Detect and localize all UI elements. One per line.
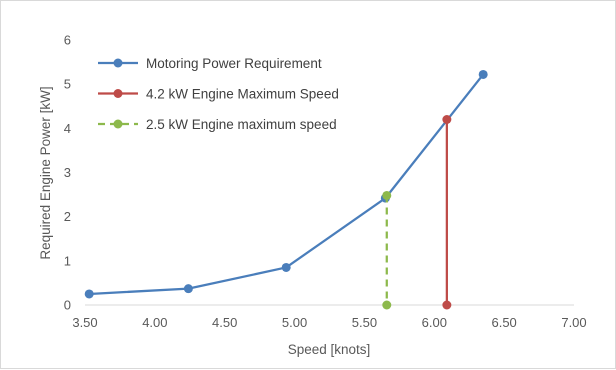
y-axis-title: Required Engine Power [kW] [38,86,53,259]
x-tick-label: 5.00 [282,315,307,330]
data-point [84,289,94,299]
legend-marker [113,58,123,68]
data-point [281,262,291,272]
data-point [382,300,392,310]
plot-group [84,69,488,310]
data-point [183,284,193,294]
series-line [89,73,485,296]
data-point [478,69,488,79]
x-tick-label: 6.50 [491,315,516,330]
data-point [442,300,452,310]
data-point [382,190,392,200]
data-point [442,115,452,124]
axes-group: 3.50 4.00 4.50 5.00 5.50 6.00 6.50 7.00 0 1 2 3 4 5 6 [64,33,587,331]
legend-marker [113,119,123,129]
legend-label: 4.2 kW Engine Maximum Speed [146,87,339,102]
y-tick-label: 3 [64,165,71,180]
y-tick-label: 6 [64,33,71,48]
y-tick-label: 5 [64,77,71,92]
y-tick-label: 0 [64,298,71,313]
legend-marker [113,89,123,98]
x-tick-label: 3.50 [72,315,97,330]
x-axis-title: Speed [knots] [288,342,371,357]
y-tick-label: 1 [64,253,71,268]
x-tick-label: 6.00 [422,315,447,330]
y-tick-label: 2 [64,209,71,224]
x-tick-label: 4.50 [212,315,237,330]
legend: Motoring Power Requirement 4.2 kW Engine … [98,56,339,132]
x-tick-label: 7.00 [561,315,586,330]
x-tick-label: 4.00 [142,315,167,330]
y-tick-label: 4 [64,121,71,136]
legend-label: 2.5 kW Engine maximum speed [146,117,337,132]
x-tick-label: 5.50 [352,315,377,330]
legend-label: Motoring Power Requirement [146,56,322,71]
